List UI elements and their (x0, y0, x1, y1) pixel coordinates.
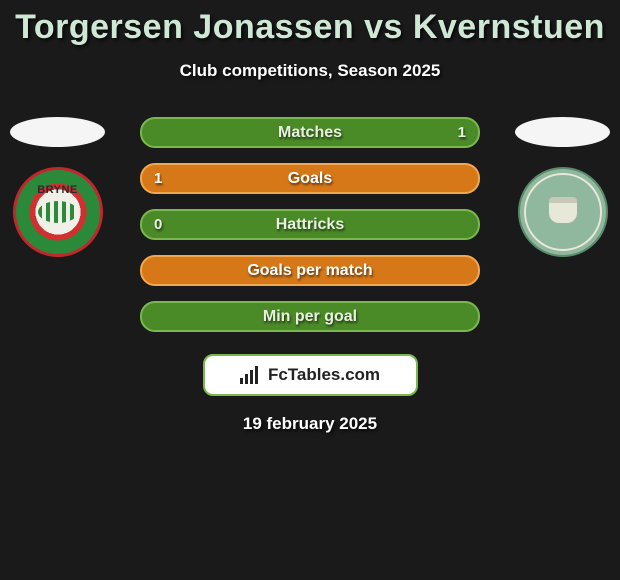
stat-label: Goals per match (247, 262, 372, 280)
player-right-column (515, 117, 610, 257)
date-label: 19 february 2025 (243, 414, 377, 434)
stat-row-matches: Matches 1 (140, 117, 480, 148)
stat-row-goals: 1 Goals (140, 163, 480, 194)
stat-label: Min per goal (263, 308, 357, 326)
stat-label: Goals (288, 170, 332, 188)
competition-subtitle: Club competitions, Season 2025 (180, 61, 441, 81)
player-left-avatar-placeholder (10, 117, 105, 147)
player-left-column: BRYNE (10, 117, 105, 257)
stat-row-goals-per-match: Goals per match (140, 255, 480, 286)
bar-chart-icon (240, 366, 262, 384)
team-left-badge-label: BRYNE (37, 184, 78, 196)
page-title: Torgersen Jonassen vs Kvernstuen (15, 8, 605, 47)
brand-text: FcTables.com (268, 365, 380, 385)
brand-link[interactable]: FcTables.com (203, 354, 418, 396)
stat-right-value: 1 (458, 124, 466, 141)
stats-area: BRYNE Matches 1 1 Goals 0 Hattricks (0, 117, 620, 332)
stat-rows: Matches 1 1 Goals 0 Hattricks Goals per … (140, 117, 480, 332)
widget-container: Torgersen Jonassen vs Kvernstuen Club co… (0, 0, 620, 434)
player-right-avatar-placeholder (515, 117, 610, 147)
stat-left-value: 0 (154, 216, 162, 233)
team-right-badge (518, 167, 608, 257)
stat-label: Hattricks (276, 216, 344, 234)
team-left-badge: BRYNE (13, 167, 103, 257)
stat-label: Matches (278, 124, 342, 142)
stat-row-hattricks: 0 Hattricks (140, 209, 480, 240)
stat-row-min-per-goal: Min per goal (140, 301, 480, 332)
stat-left-value: 1 (154, 170, 162, 187)
